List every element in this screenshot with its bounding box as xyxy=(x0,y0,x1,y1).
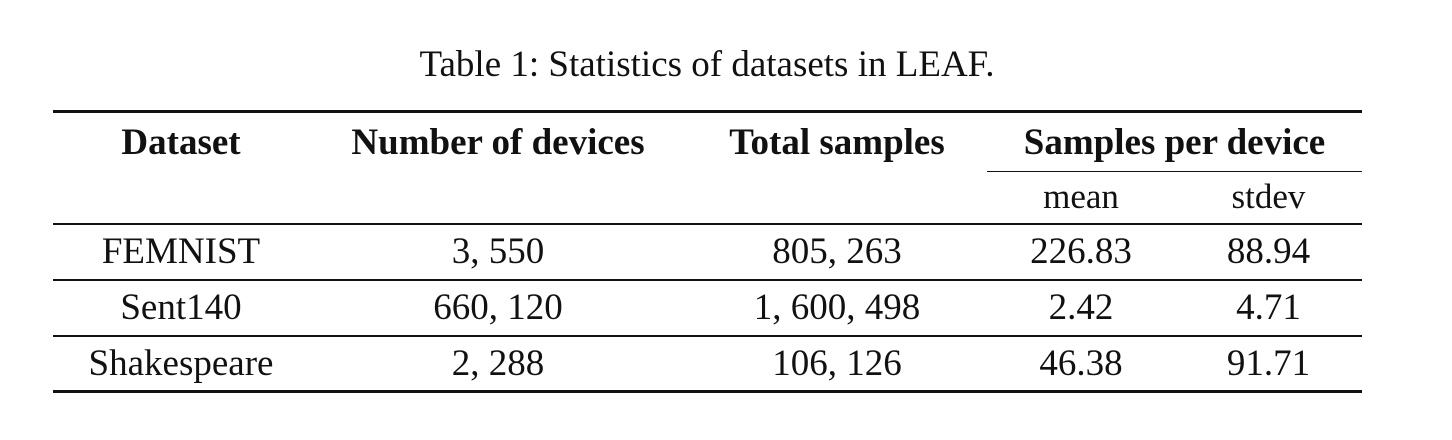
subheader-mean: mean xyxy=(1043,177,1119,217)
header-total-samples: Total samples xyxy=(687,110,987,172)
cell-devices: 660, 120 xyxy=(309,278,687,336)
cell-devices: 3, 550 xyxy=(309,222,687,280)
subheader-empty xyxy=(309,172,687,224)
header-samples-per-device: Samples per device xyxy=(987,110,1362,172)
cell-mean: 2.42 xyxy=(987,278,1175,336)
cell-stdev: 4.71 xyxy=(1175,278,1362,336)
table-row: Shakespeare 2, 288 106, 126 46.38 91.71 xyxy=(53,334,1362,393)
cell-total: 805, 263 xyxy=(687,222,987,280)
cell-mean: 226.83 xyxy=(987,222,1175,280)
cell-total: 1, 600, 498 xyxy=(687,278,987,336)
table-header-row: Dataset Number of devices Total samples … xyxy=(53,110,1362,172)
table-subheader-row: mean stdev xyxy=(53,172,1362,224)
table-row: FEMNIST 3, 550 805, 263 226.83 88.94 xyxy=(53,222,1362,280)
cell-dataset: Sent140 xyxy=(53,278,309,336)
cell-stdev: 88.94 xyxy=(1175,222,1362,280)
table-row: Sent140 660, 120 1, 600, 498 2.42 4.71 xyxy=(53,278,1362,336)
header-number-of-devices: Number of devices xyxy=(309,110,687,172)
dataset-statistics-table: Dataset Number of devices Total samples … xyxy=(53,110,1362,393)
subheader-empty xyxy=(687,172,987,224)
cell-dataset: FEMNIST xyxy=(53,222,309,280)
subheader-empty xyxy=(53,172,309,224)
cell-dataset: Shakespeare xyxy=(53,334,309,393)
cell-total: 106, 126 xyxy=(687,334,987,393)
table-caption: Table 1: Statistics of datasets in LEAF. xyxy=(419,44,995,85)
cell-mean: 46.38 xyxy=(987,334,1175,393)
cell-devices: 2, 288 xyxy=(309,334,687,393)
header-dataset: Dataset xyxy=(53,110,309,172)
subheader-stdev: stdev xyxy=(1231,177,1306,217)
cell-stdev: 91.71 xyxy=(1175,334,1362,393)
